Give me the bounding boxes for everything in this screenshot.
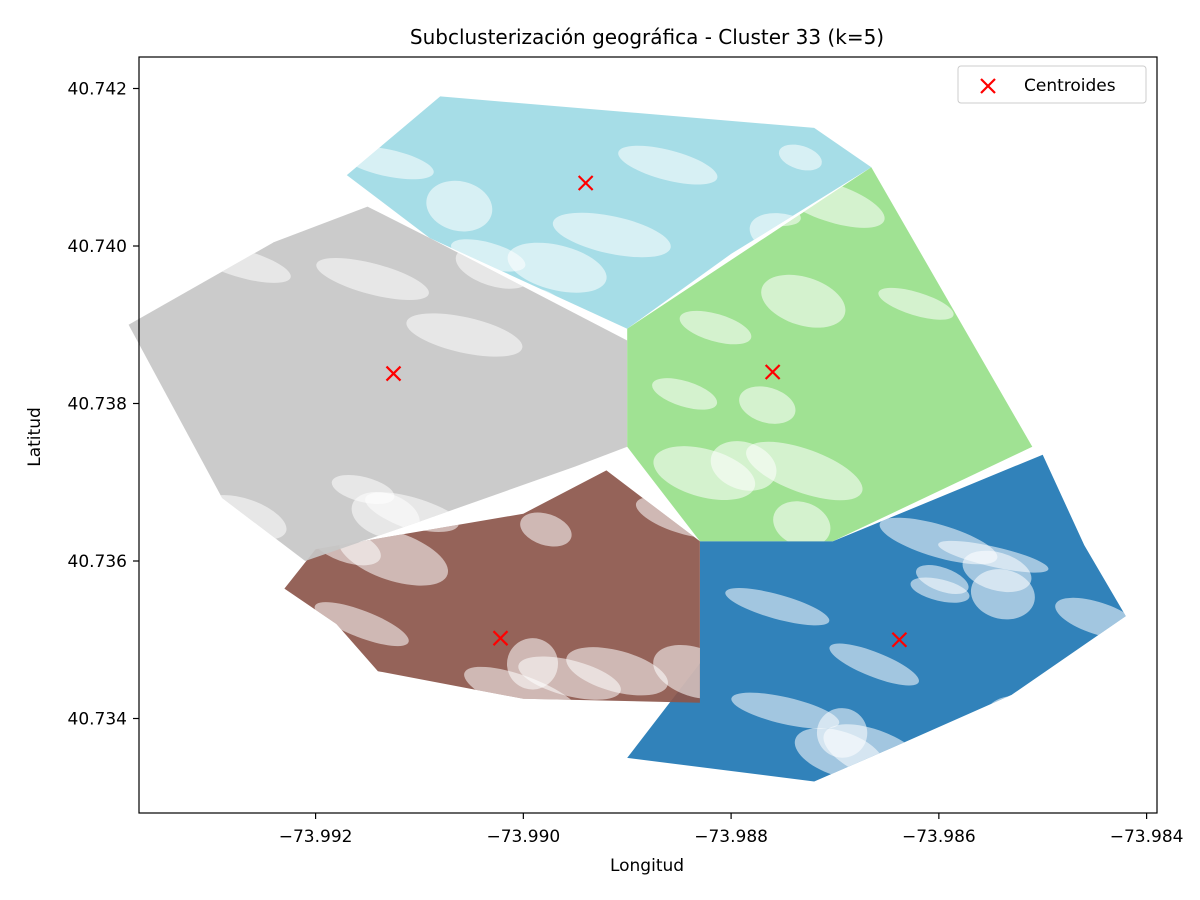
centroid-2: [492, 630, 509, 646]
x-axis: −73.992 −73.990 −73.988 −73.986 −73.984: [279, 813, 1184, 847]
x-tick-label: −73.990: [486, 827, 560, 847]
legend-marker-x-icon: [980, 78, 996, 94]
centroid-3: [385, 365, 402, 382]
centroid-markers: [385, 175, 908, 648]
chart-title: Subclusterización geográfica - Cluster 3…: [410, 25, 884, 49]
y-axis-label: Latitud: [25, 407, 45, 467]
legend: Centroides: [957, 65, 1147, 104]
x-tick-label: −73.986: [902, 827, 976, 847]
y-tick-label: 40.742: [68, 80, 127, 100]
cluster-regions: [128, 96, 1126, 782]
x-tick-label: −73.992: [279, 827, 353, 847]
centroid-1: [891, 631, 908, 648]
y-tick-label: 40.734: [68, 710, 127, 730]
centroid-4: [577, 175, 594, 191]
y-axis: 40.734 40.736 40.738 40.740 40.742: [68, 80, 139, 730]
x-tick-label: −73.988: [694, 827, 768, 847]
legend-box: [957, 65, 1147, 104]
centroid-5: [764, 364, 781, 380]
legend-entry-centroides: Centroides: [1024, 76, 1116, 96]
cluster-3-points: [128, 206, 628, 561]
x-tick-label: −73.984: [1110, 827, 1184, 847]
cluster-4-points: [346, 96, 872, 329]
y-tick-label: 40.736: [68, 552, 127, 572]
x-axis-label: Longitud: [610, 856, 684, 876]
y-tick-label: 40.740: [68, 237, 127, 257]
y-tick-label: 40.738: [68, 395, 127, 415]
plot-area-frame: [138, 56, 1158, 814]
